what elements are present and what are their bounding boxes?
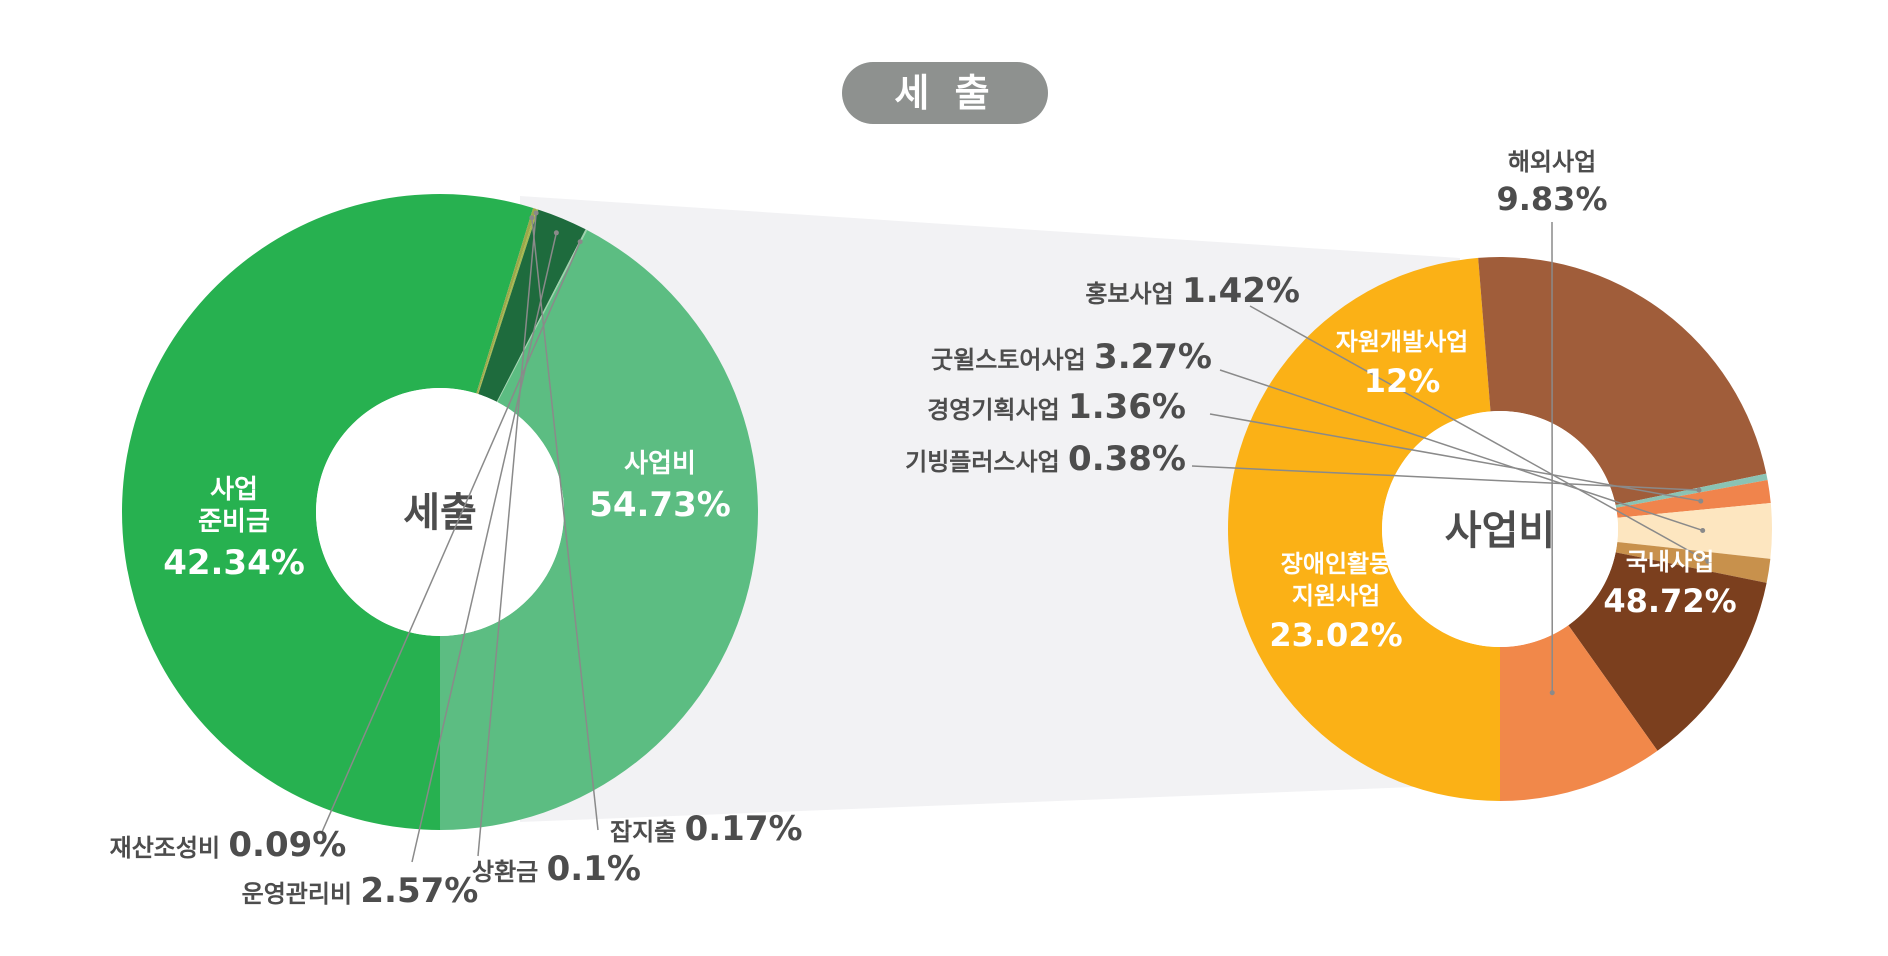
business-cost-center-label: 사업비 bbox=[1445, 508, 1555, 554]
leader-lines bbox=[321, 210, 1711, 863]
label-사업비: 사업비 54.73% bbox=[589, 449, 731, 525]
slice-value: 0.1% bbox=[547, 849, 641, 889]
leader-dot bbox=[1705, 558, 1711, 564]
slice-value: 48.72% bbox=[1603, 582, 1736, 620]
slice-labels: 사업비 54.73%사업 준비금 42.34%잡지출 0.17%상환금 0.1%운영관… bbox=[110, 148, 1737, 911]
leader-line bbox=[477, 212, 537, 857]
slice-value: 2.57% bbox=[360, 871, 478, 911]
leader-line bbox=[1249, 305, 1709, 563]
slice-value: 0.17% bbox=[685, 809, 803, 849]
slice-value: 1.42% bbox=[1182, 271, 1300, 311]
leader-dot bbox=[533, 210, 539, 216]
label-자원개발사업: 자원개발사업 12% bbox=[1336, 328, 1468, 400]
slice-value: 3.27% bbox=[1094, 337, 1212, 377]
leader-dot bbox=[577, 239, 583, 245]
expenditure-center-label: 세출 bbox=[403, 490, 477, 536]
leader-line bbox=[531, 217, 599, 831]
leader-dot bbox=[529, 215, 535, 221]
slice-value: 42.34% bbox=[163, 543, 305, 583]
slice-사업비 bbox=[121, 194, 534, 831]
slice-name: 기빙플러스사업 bbox=[905, 448, 1068, 476]
slice-value: 12% bbox=[1364, 362, 1441, 400]
donut-hole bbox=[1382, 411, 1618, 647]
label-경영기획사업: 경영기획사업 1.36% bbox=[927, 387, 1186, 427]
slice-홍보사업 bbox=[1615, 541, 1771, 583]
slice-name: 재산조성비 bbox=[110, 834, 229, 862]
slice-name: 장애인활동 bbox=[1281, 550, 1391, 578]
slice-name: 해외사업 bbox=[1508, 148, 1596, 176]
slice-잡지출 bbox=[476, 207, 537, 394]
label-홍보사업: 홍보사업 1.42% bbox=[1085, 271, 1300, 311]
label-상환금: 상환금 0.1% bbox=[472, 849, 641, 889]
slice-해외사업 bbox=[1500, 625, 1658, 801]
label-재산조성비: 재산조성비 0.09% bbox=[110, 825, 347, 865]
label-운영관리비: 운영관리비 2.57% bbox=[242, 871, 479, 911]
slice-name: 사업 bbox=[210, 475, 258, 505]
slice-name: 경영기획사업 bbox=[927, 396, 1068, 424]
chart-title: 세 출 bbox=[894, 71, 995, 115]
leader-dot bbox=[1696, 487, 1702, 493]
slice-name: 국내사업 bbox=[1626, 548, 1714, 576]
leader-dot bbox=[1700, 527, 1706, 533]
slice-value: 1.36% bbox=[1068, 387, 1186, 427]
slice-value: 23.02% bbox=[1269, 616, 1402, 654]
slice-name: 지원사업 bbox=[1292, 582, 1380, 610]
slice-value: 0.09% bbox=[228, 825, 346, 865]
label-국내사업: 국내사업 48.72% bbox=[1603, 548, 1736, 620]
business-cost-donut bbox=[1227, 257, 1772, 802]
label-해외사업: 해외사업 9.83% bbox=[1496, 148, 1607, 218]
leader-line bbox=[411, 232, 558, 863]
label-굿윌스토어사업: 굿윌스토어사업 3.27% bbox=[931, 337, 1212, 377]
slice-경영기획사업 bbox=[1616, 480, 1771, 518]
slice-name: 사업비 bbox=[624, 449, 696, 479]
label-기빙플러스사업: 기빙플러스사업 0.38% bbox=[905, 439, 1186, 479]
slice-name: 잡지출 bbox=[610, 818, 685, 846]
label-사업-준비금: 사업 준비금 42.34% bbox=[163, 475, 305, 583]
leader-dot bbox=[1698, 498, 1704, 504]
slice-상환금 bbox=[477, 208, 539, 395]
leader-line bbox=[321, 241, 581, 833]
leader-line bbox=[1219, 369, 1703, 532]
slice-name: 상환금 bbox=[472, 858, 547, 886]
slice-굿윌스토어사업 bbox=[1617, 503, 1772, 559]
slice-name: 굿윌스토어사업 bbox=[931, 346, 1094, 374]
label-잡지출: 잡지출 0.17% bbox=[610, 809, 803, 849]
title-badge: 세 출 bbox=[842, 62, 1048, 124]
slice-name: 홍보사업 bbox=[1085, 280, 1182, 308]
slice-자원개발사업 bbox=[1568, 552, 1767, 751]
drilldown-connector-band bbox=[520, 196, 1460, 822]
slice-기빙플러스사업 bbox=[1615, 473, 1768, 508]
leader-dot bbox=[1549, 690, 1555, 696]
slice-국내사업 bbox=[1227, 257, 1500, 802]
donut-hole bbox=[316, 388, 564, 636]
slice-name: 준비금 bbox=[198, 507, 270, 537]
slice-name: 운영관리비 bbox=[242, 880, 361, 908]
slice-value: 54.73% bbox=[589, 485, 731, 525]
slice-운영관리비 bbox=[478, 209, 586, 402]
slice-장애인활동-지원사업 bbox=[1478, 257, 1767, 505]
leader-dot bbox=[553, 230, 559, 236]
slice-name: 자원개발사업 bbox=[1336, 328, 1468, 356]
slice-value: 9.83% bbox=[1496, 180, 1607, 218]
leader-line bbox=[1191, 465, 1699, 491]
slice-value: 0.38% bbox=[1068, 439, 1186, 479]
